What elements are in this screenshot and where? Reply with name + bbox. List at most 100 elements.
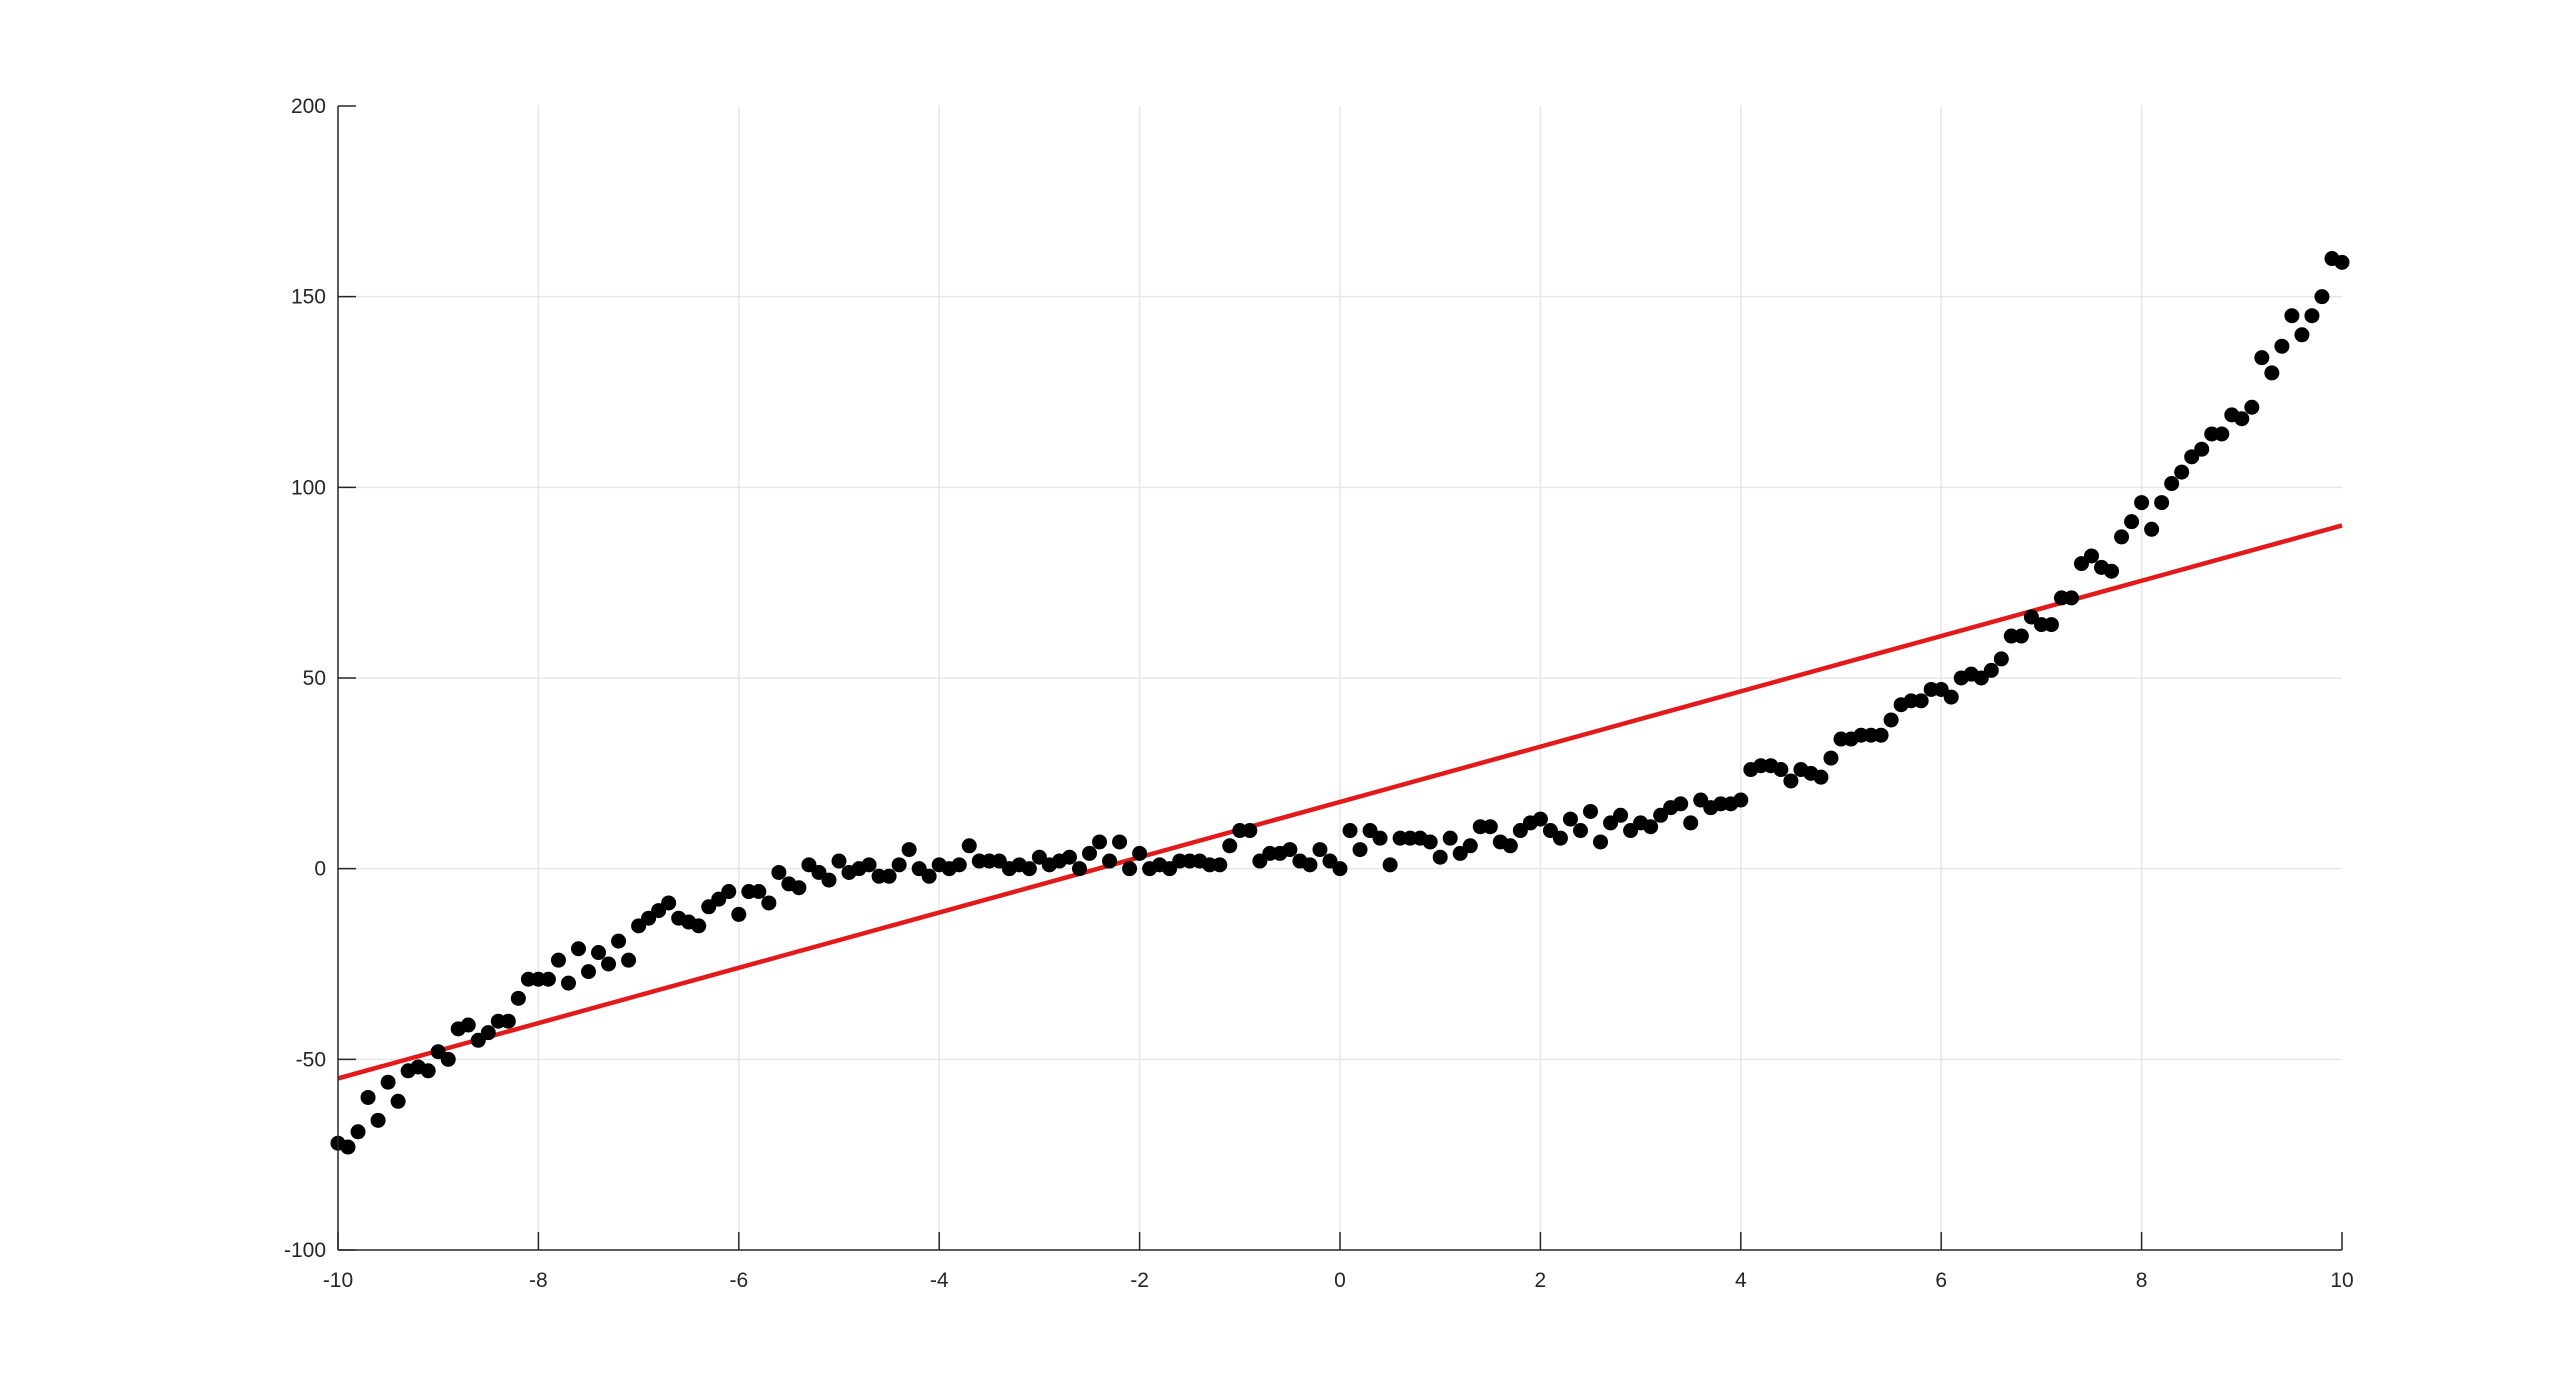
data-point <box>1583 803 1598 819</box>
data-point <box>1643 819 1659 835</box>
y-tick-label: -100 <box>284 1239 326 1262</box>
data-point <box>891 857 907 873</box>
data-point <box>360 1089 376 1105</box>
data-point <box>1572 823 1588 839</box>
data-point <box>540 971 556 987</box>
tick-labels: -10 -8 -6 -4 -2 0 2 4 6 8 10 -100 -50 0 50 100 150 200 <box>284 95 2354 1292</box>
data-point <box>721 884 737 900</box>
data-point <box>1071 861 1087 877</box>
data-point <box>1532 811 1548 827</box>
data-point <box>2214 426 2230 442</box>
data-point <box>1502 838 1518 854</box>
data-point <box>1302 857 1318 873</box>
data-point <box>1021 861 1037 877</box>
data-point <box>1773 762 1789 778</box>
data-point <box>621 952 637 968</box>
y-tick-label: 0 <box>314 858 326 881</box>
data-point <box>1332 861 1348 877</box>
data-point <box>1342 823 1358 839</box>
data-point <box>460 1017 476 1033</box>
data-point <box>2264 365 2280 381</box>
data-point <box>2234 411 2250 427</box>
data-point <box>2134 495 2150 511</box>
data-point <box>951 857 967 873</box>
data-point <box>2284 308 2300 324</box>
x-tick-label: 2 <box>1535 1269 1547 1292</box>
data-point <box>2254 350 2270 366</box>
data-point <box>1382 857 1398 873</box>
data-point <box>1112 834 1128 850</box>
data-point <box>1212 857 1228 873</box>
data-point <box>1102 853 1118 869</box>
x-tick-label: 8 <box>2136 1269 2148 1292</box>
data-point <box>1593 834 1609 850</box>
data-point <box>1943 689 1959 705</box>
y-tick-label: 150 <box>291 286 326 309</box>
data-point <box>1432 849 1448 865</box>
data-point <box>2294 327 2310 343</box>
data-point <box>2114 529 2130 545</box>
data-point <box>581 964 596 980</box>
data-point <box>921 868 937 884</box>
data-point <box>751 884 767 900</box>
data-point <box>1983 662 1999 678</box>
data-point <box>2154 495 2170 511</box>
data-point <box>560 975 576 991</box>
data-point <box>1552 830 1568 846</box>
data-point <box>2274 338 2290 354</box>
y-tick-label: 100 <box>291 476 326 499</box>
axes <box>337 105 2343 1251</box>
data-point <box>761 895 777 911</box>
data-point <box>791 880 807 896</box>
data-point <box>1282 842 1298 858</box>
y-tick-label: 50 <box>303 667 326 690</box>
data-point <box>901 842 917 858</box>
data-point <box>611 933 627 949</box>
data-point <box>1312 842 1328 858</box>
x-tick-label: 0 <box>1334 1269 1346 1292</box>
x-tick-label: -4 <box>930 1269 949 1292</box>
data-point <box>1733 792 1749 808</box>
data-point <box>2304 308 2320 324</box>
data-point <box>480 1025 496 1041</box>
data-point <box>500 1013 516 1029</box>
data-point <box>2334 254 2350 270</box>
x-tick-label: -10 <box>323 1269 353 1292</box>
data-point <box>1372 830 1388 846</box>
data-point <box>961 838 977 854</box>
data-point <box>731 906 747 922</box>
data-point <box>350 1124 366 1140</box>
data-point <box>2124 514 2140 530</box>
x-tick-label: -6 <box>729 1269 748 1292</box>
data-point <box>1092 834 1108 850</box>
data-point <box>2063 590 2079 606</box>
data-point <box>1993 651 2009 667</box>
fit-line <box>337 523 2343 1081</box>
data-point <box>1613 807 1629 823</box>
data-point <box>1482 819 1498 835</box>
data-point <box>661 895 677 911</box>
y-tick-label: 200 <box>291 95 326 118</box>
x-tick-label: 6 <box>1935 1269 1947 1292</box>
data-point <box>390 1093 406 1109</box>
data-point <box>1222 838 1238 854</box>
data-point <box>1242 823 1258 839</box>
data-point <box>1462 838 1478 854</box>
data-point <box>440 1051 456 1067</box>
data-point <box>380 1074 396 1090</box>
data-point <box>591 945 607 961</box>
data-point <box>831 853 847 869</box>
data-point <box>2174 464 2190 480</box>
data-point <box>1873 727 1889 743</box>
data-point <box>1673 796 1689 812</box>
data-point <box>1813 769 1829 785</box>
x-tick-label: 10 <box>2330 1269 2353 1292</box>
data-point <box>771 864 787 880</box>
y-tick-label: -50 <box>296 1048 326 1071</box>
data-point <box>420 1063 436 1079</box>
x-tick-label: -2 <box>1130 1269 1149 1292</box>
data-point <box>2144 521 2160 537</box>
data-point <box>1442 830 1458 846</box>
data-point <box>550 952 566 968</box>
data-point <box>601 956 617 972</box>
